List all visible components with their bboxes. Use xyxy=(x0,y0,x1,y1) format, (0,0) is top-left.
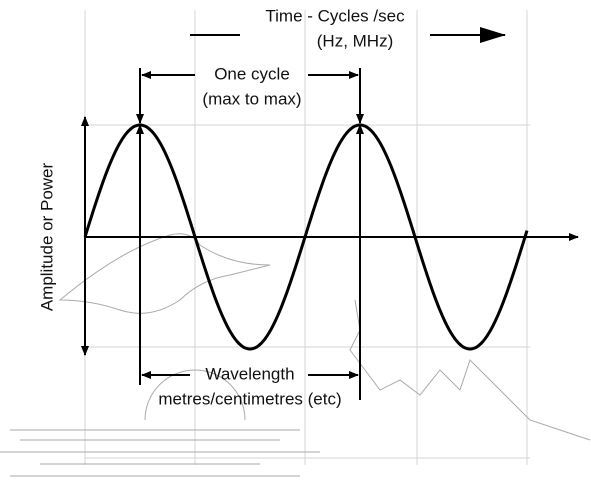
amplitude-label: Amplitude or Power xyxy=(37,162,56,311)
cycle-label: One cycle xyxy=(214,64,290,83)
time-units: (Hz, MHz) xyxy=(317,31,393,50)
sine-wave xyxy=(83,123,529,351)
cycle-note: (max to max) xyxy=(202,89,301,108)
time-label: Time - Cycles /sec xyxy=(265,6,405,25)
wavelength-label: Wavelength xyxy=(205,364,294,383)
background-scene xyxy=(0,233,591,477)
wavelength-units: metres/centimetres (etc) xyxy=(158,389,341,408)
